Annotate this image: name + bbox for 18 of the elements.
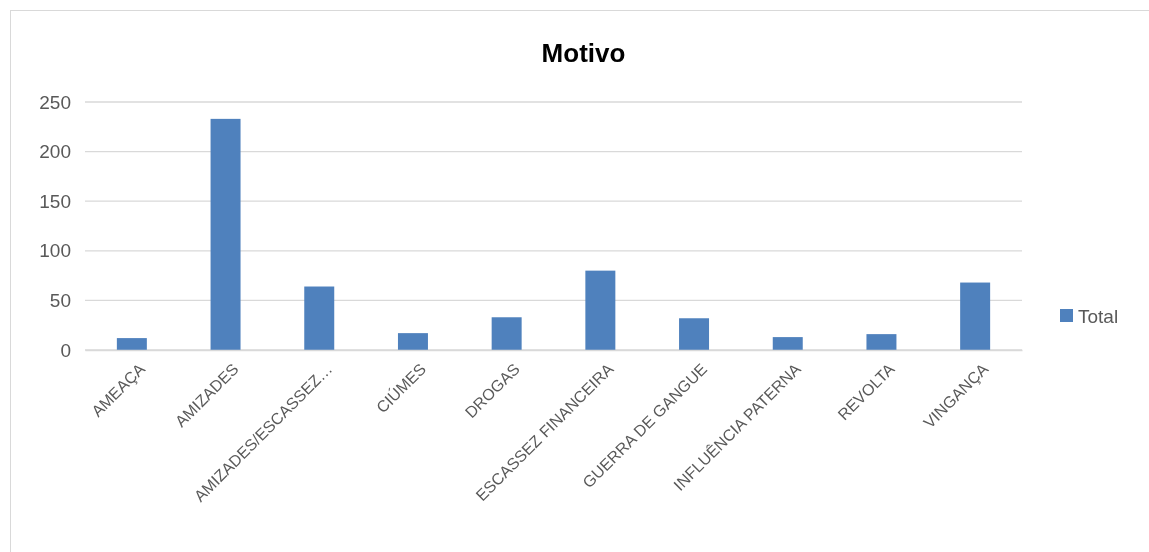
bar xyxy=(304,286,335,350)
bar xyxy=(585,270,616,350)
legend-label: Total xyxy=(1078,305,1119,327)
y-tick-label: 100 xyxy=(39,240,71,262)
bar xyxy=(210,118,241,350)
bar xyxy=(491,317,522,350)
bar xyxy=(397,333,428,350)
bar xyxy=(960,282,991,350)
bar xyxy=(679,318,710,350)
bar xyxy=(116,338,147,350)
y-tick-label: 0 xyxy=(60,339,71,361)
bar xyxy=(772,337,803,350)
y-tick-label: 50 xyxy=(49,289,71,311)
y-tick-label: 250 xyxy=(39,91,71,113)
y-tick-label: 200 xyxy=(39,141,71,163)
chart-title: Motivo xyxy=(541,38,626,68)
y-tick-label: 150 xyxy=(39,190,71,212)
bar xyxy=(866,334,897,350)
